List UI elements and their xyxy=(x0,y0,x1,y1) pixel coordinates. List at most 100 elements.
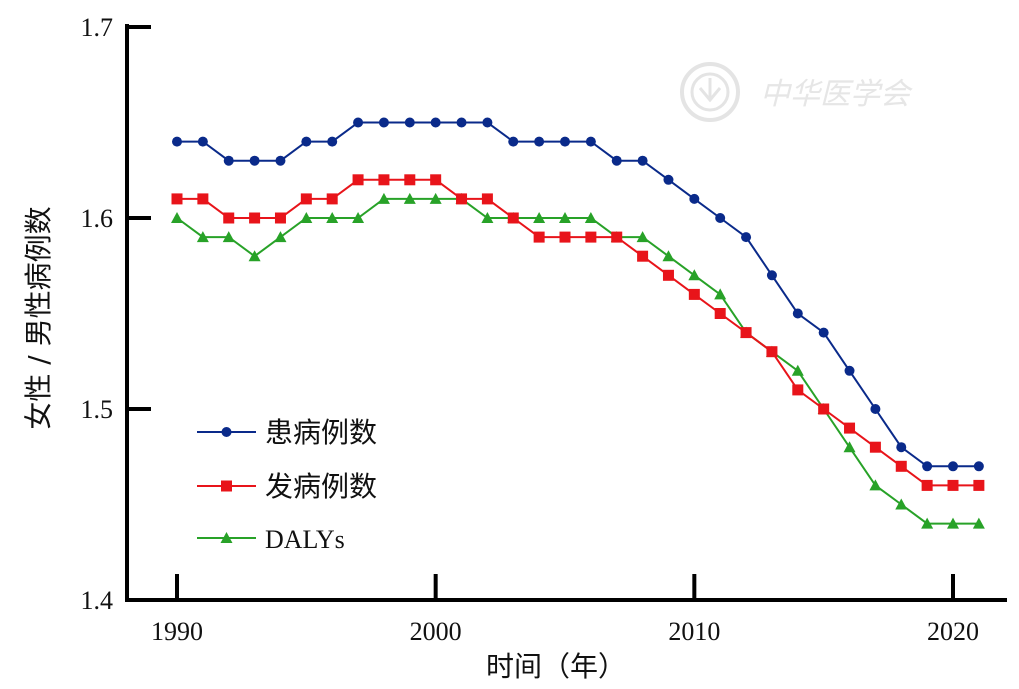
data-point xyxy=(689,193,700,204)
data-point xyxy=(611,155,622,166)
data-point xyxy=(274,212,286,224)
data-point xyxy=(507,212,519,224)
data-point xyxy=(171,212,183,223)
data-point xyxy=(869,441,881,453)
data-point xyxy=(740,327,752,339)
data-point xyxy=(352,212,365,223)
legend-item: 患病例数 xyxy=(197,416,377,449)
data-point xyxy=(378,117,389,128)
series-layer xyxy=(171,117,985,529)
data-point xyxy=(895,460,907,472)
data-point xyxy=(688,269,701,281)
data-point xyxy=(818,327,829,338)
data-point xyxy=(921,517,934,529)
x-tick-label: 1990 xyxy=(151,617,203,646)
data-point xyxy=(534,136,545,147)
data-point xyxy=(637,155,648,166)
x-tick-label: 2000 xyxy=(410,617,462,646)
data-point xyxy=(585,136,596,147)
legend-label: 患病例数 xyxy=(265,416,377,449)
y-tick-label: 1.4 xyxy=(81,586,114,615)
data-point xyxy=(869,479,882,491)
data-point xyxy=(715,213,726,223)
data-point xyxy=(456,117,467,128)
data-point xyxy=(714,308,726,319)
y-tick-label: 1.7 xyxy=(81,13,114,42)
data-point xyxy=(197,193,209,205)
data-point xyxy=(972,517,985,529)
data-point xyxy=(481,212,494,223)
data-point xyxy=(922,461,933,472)
data-point xyxy=(249,212,261,224)
data-point xyxy=(844,365,855,376)
data-point xyxy=(222,231,235,243)
data-point xyxy=(171,193,183,205)
data-point xyxy=(662,269,674,281)
data-point xyxy=(248,250,261,262)
series-line xyxy=(177,121,979,468)
data-point xyxy=(403,192,416,204)
data-point xyxy=(300,212,313,223)
series-line xyxy=(176,197,979,525)
data-point xyxy=(378,174,390,186)
data-point xyxy=(585,231,597,243)
data-point xyxy=(482,117,493,128)
data-point xyxy=(559,212,571,223)
data-point xyxy=(896,442,907,453)
data-point xyxy=(352,174,364,186)
data-point xyxy=(481,193,493,205)
data-point xyxy=(223,212,235,224)
watermark: 中华医学会 xyxy=(680,62,913,122)
data-point xyxy=(584,212,597,223)
data-point xyxy=(327,136,338,147)
data-point xyxy=(223,155,234,166)
data-point xyxy=(791,364,804,376)
series-1 xyxy=(172,117,984,472)
data-point xyxy=(404,117,415,128)
data-point xyxy=(429,192,442,204)
data-point xyxy=(353,117,364,128)
data-point xyxy=(947,479,959,491)
y-axis-title: 女性 / 男性病例数 xyxy=(22,206,55,429)
data-point xyxy=(172,136,182,147)
data-point xyxy=(688,288,700,300)
data-point xyxy=(844,422,856,434)
seal-icon xyxy=(680,62,740,122)
data-point xyxy=(300,193,312,205)
data-point xyxy=(766,346,778,358)
data-point xyxy=(895,498,908,510)
y-ticks: 1.4 1.5 1.6 1.7 xyxy=(81,13,151,615)
legend-marker xyxy=(221,427,232,437)
y-tick-label: 1.5 xyxy=(81,395,114,424)
data-point xyxy=(326,212,339,223)
data-point xyxy=(560,136,570,147)
data-point xyxy=(662,250,675,262)
data-point xyxy=(973,461,984,472)
data-point xyxy=(921,479,933,491)
axes xyxy=(125,24,1007,602)
data-point xyxy=(533,212,546,223)
data-point xyxy=(948,461,958,472)
data-point xyxy=(430,117,441,128)
data-point xyxy=(197,136,208,147)
legend-marker xyxy=(221,480,232,492)
data-point xyxy=(637,250,649,262)
data-point xyxy=(249,155,260,166)
data-point xyxy=(973,479,985,491)
y-tick-label: 1.6 xyxy=(81,204,114,233)
watermark-text: 中华医学会 xyxy=(760,77,913,112)
data-point xyxy=(611,231,623,243)
data-point xyxy=(663,174,674,185)
data-point xyxy=(326,193,338,205)
legend-item: 发病例数 xyxy=(197,470,377,503)
data-point xyxy=(792,384,804,396)
data-point xyxy=(196,231,209,243)
data-point xyxy=(870,404,881,414)
data-point xyxy=(559,231,571,243)
legend-label: 发病例数 xyxy=(265,470,377,503)
series-2 xyxy=(171,174,985,491)
x-tick-label: 2020 xyxy=(927,617,979,646)
data-point xyxy=(533,231,545,243)
